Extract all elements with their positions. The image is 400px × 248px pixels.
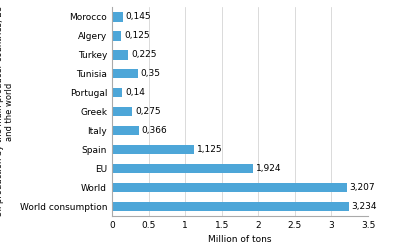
- Bar: [112, 31, 121, 41]
- Text: 0,145: 0,145: [126, 12, 151, 21]
- Y-axis label: Oil production by the main producer countries, EU
and the world: Oil production by the main producer coun…: [0, 6, 14, 217]
- Bar: [112, 164, 253, 173]
- Bar: [112, 145, 194, 154]
- Text: 0,35: 0,35: [140, 69, 160, 78]
- X-axis label: Million of tons: Million of tons: [208, 235, 272, 244]
- Text: 1,125: 1,125: [197, 145, 223, 154]
- Text: 0,14: 0,14: [125, 88, 145, 97]
- Text: 0,225: 0,225: [131, 50, 157, 59]
- Text: 3,207: 3,207: [350, 183, 375, 192]
- Text: 0,366: 0,366: [142, 126, 168, 135]
- Bar: [112, 88, 122, 97]
- Bar: [112, 126, 139, 135]
- Text: 0,125: 0,125: [124, 31, 150, 40]
- Bar: [112, 50, 128, 60]
- Text: 1,924: 1,924: [256, 164, 281, 173]
- Text: 0,275: 0,275: [135, 107, 161, 116]
- Bar: [112, 69, 138, 78]
- Text: 3,234: 3,234: [352, 202, 377, 211]
- Bar: [112, 202, 348, 211]
- Bar: [112, 12, 123, 22]
- Bar: [112, 107, 132, 116]
- Bar: [112, 183, 346, 192]
